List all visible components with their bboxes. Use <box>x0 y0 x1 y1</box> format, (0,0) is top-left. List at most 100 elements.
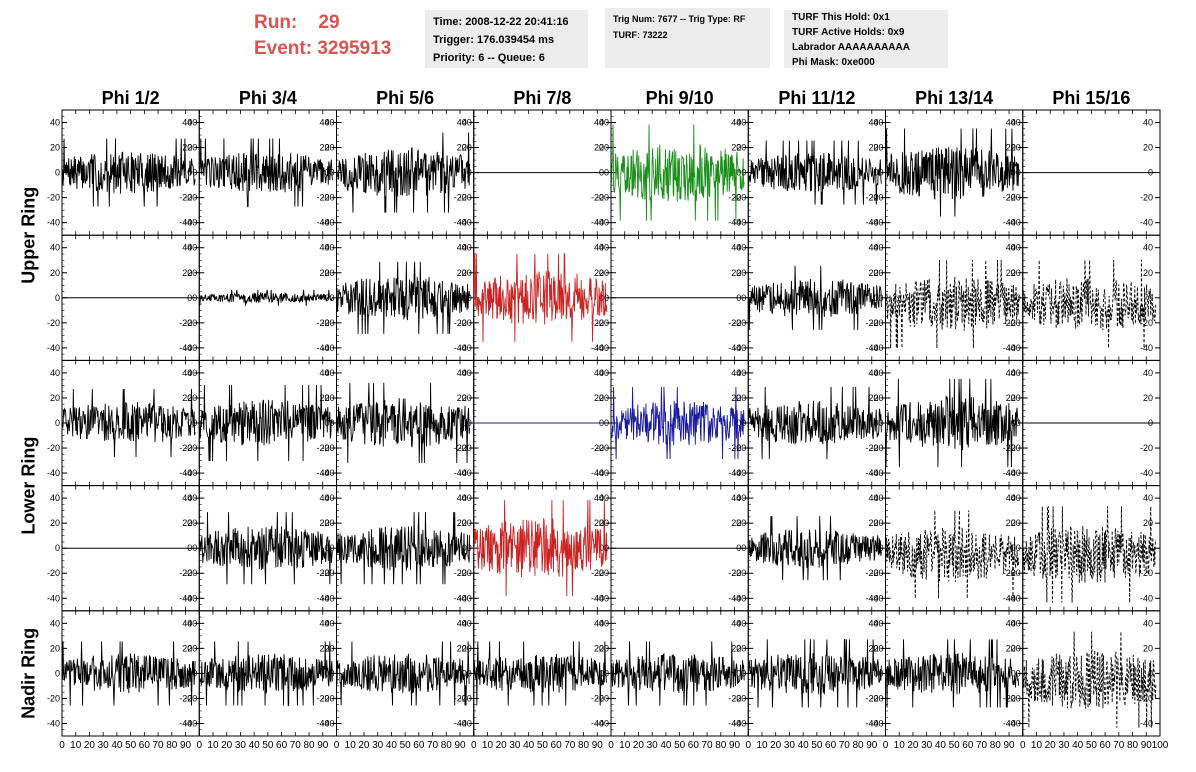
y-tick-label: 40 <box>599 618 609 628</box>
column-header: Phi 3/4 <box>239 88 297 108</box>
y-tick-label: -20 <box>184 318 197 328</box>
waveform-trace <box>885 259 1020 349</box>
y-tick-label: -40 <box>596 218 609 228</box>
waveform-trace <box>747 386 882 460</box>
y-tick-label: -20 <box>728 193 741 203</box>
x-tick-label: 90 <box>1141 740 1153 751</box>
y-tick-label: -40 <box>316 593 329 603</box>
y-tick-label: 40 <box>731 243 741 253</box>
y-tick-label: 0 <box>741 293 746 303</box>
y-tick-label: -20 <box>596 193 609 203</box>
y-tick-label: 20 <box>187 393 197 403</box>
x-tick-label: 30 <box>1058 740 1070 751</box>
event-value: 3295913 <box>317 38 392 59</box>
y-tick-label: -40 <box>1003 593 1016 603</box>
column-header: Phi 9/10 <box>646 88 714 108</box>
y-tick-label: -40 <box>454 218 467 228</box>
y-tick-label: -20 <box>733 568 746 578</box>
x-tick-label: 50 <box>674 740 686 751</box>
y-tick-label: 0 <box>55 668 60 678</box>
y-tick-label: 40 <box>1011 368 1021 378</box>
x-tick-label: 50 <box>811 740 823 751</box>
y-tick-label: -40 <box>454 593 467 603</box>
y-tick-label: 20 <box>462 518 472 528</box>
x-tick-label: 0 <box>334 740 340 751</box>
y-tick-label: 40 <box>457 118 467 128</box>
y-tick-label: -40 <box>1008 718 1021 728</box>
y-tick-label: -40 <box>1008 593 1021 603</box>
y-tick-label: 40 <box>187 368 197 378</box>
waveform-trace <box>198 384 333 462</box>
y-tick-label: -40 <box>728 468 741 478</box>
y-tick-label: 20 <box>1006 393 1016 403</box>
y-tick-label: -20 <box>591 568 604 578</box>
y-tick-label: -40 <box>47 468 60 478</box>
waveform-trace <box>61 138 196 207</box>
waveform-trace <box>61 388 196 458</box>
y-tick-label: 20 <box>324 393 334 403</box>
y-tick-label: 20 <box>182 643 192 653</box>
y-tick-label: 20 <box>868 518 878 528</box>
y-tick-label: -40 <box>321 343 334 353</box>
y-tick-label: 0 <box>736 668 741 678</box>
y-tick-label: 20 <box>1143 643 1153 653</box>
y-tick-label: 0 <box>329 668 334 678</box>
y-tick-label: 0 <box>878 543 883 553</box>
y-tick-label: 20 <box>868 393 878 403</box>
x-tick-label: 0 <box>883 740 889 751</box>
y-tick-label: -40 <box>47 593 60 603</box>
x-tick-label: 60 <box>276 740 288 751</box>
y-tick-label: 20 <box>873 143 883 153</box>
y-tick-label: 20 <box>50 268 60 278</box>
y-tick-label: -20 <box>179 318 192 328</box>
x-tick-label: 20 <box>496 740 508 751</box>
y-tick-label: 40 <box>457 243 467 253</box>
y-tick-label: -40 <box>1008 343 1021 353</box>
x-tick-label: 0 <box>608 740 614 751</box>
y-tick-label: -40 <box>321 593 334 603</box>
y-tick-label: 0 <box>467 293 472 303</box>
y-tick-label: -40 <box>179 468 192 478</box>
x-tick-label: 70 <box>702 740 714 751</box>
y-tick-label: 40 <box>599 368 609 378</box>
ring-label: Upper Ring <box>19 187 39 284</box>
y-tick-label: 40 <box>187 118 197 128</box>
y-tick-label: 40 <box>736 118 746 128</box>
y-tick-label: -20 <box>47 443 60 453</box>
y-tick-label: 40 <box>873 118 883 128</box>
y-tick-label: -20 <box>454 318 467 328</box>
x-tick-label: 70 <box>839 740 851 751</box>
x-tick-label: 70 <box>427 740 439 751</box>
x-tick-label: 50 <box>400 740 412 751</box>
y-tick-label: -20 <box>870 443 883 453</box>
y-tick-label: 40 <box>736 618 746 628</box>
x-tick-label: 70 <box>1113 740 1125 751</box>
y-tick-label: -40 <box>1003 718 1016 728</box>
ring-label: Lower Ring <box>19 437 39 535</box>
x-tick-label: 40 <box>660 740 672 751</box>
x-tick-label: 40 <box>798 740 810 751</box>
x-tick-label: 70 <box>564 740 576 751</box>
x-tick-label: 20 <box>358 740 370 751</box>
y-tick-label: 40 <box>319 368 329 378</box>
y-tick-label: -40 <box>184 468 197 478</box>
y-tick-label: -40 <box>865 343 878 353</box>
y-tick-label: 0 <box>1016 168 1021 178</box>
y-tick-label: 20 <box>182 143 192 153</box>
y-tick-label: 20 <box>187 643 197 653</box>
y-tick-label: -40 <box>591 718 604 728</box>
x-tick-label: 40 <box>523 740 535 751</box>
y-tick-label: -20 <box>321 443 334 453</box>
waveform-trace <box>336 261 471 334</box>
x-tick-label: 20 <box>907 740 919 751</box>
x-tick-label: 80 <box>990 740 1002 751</box>
x-tick-label: 80 <box>303 740 315 751</box>
x-tick-label: 20 <box>221 740 233 751</box>
x-tick-label: 60 <box>962 740 974 751</box>
y-tick-label: -40 <box>459 218 472 228</box>
y-tick-label: -20 <box>1140 568 1153 578</box>
x-tick-label: 60 <box>688 740 700 751</box>
event-trigger-time: Trigger: 176.039454 ms <box>433 34 555 46</box>
y-tick-label: 20 <box>736 143 746 153</box>
